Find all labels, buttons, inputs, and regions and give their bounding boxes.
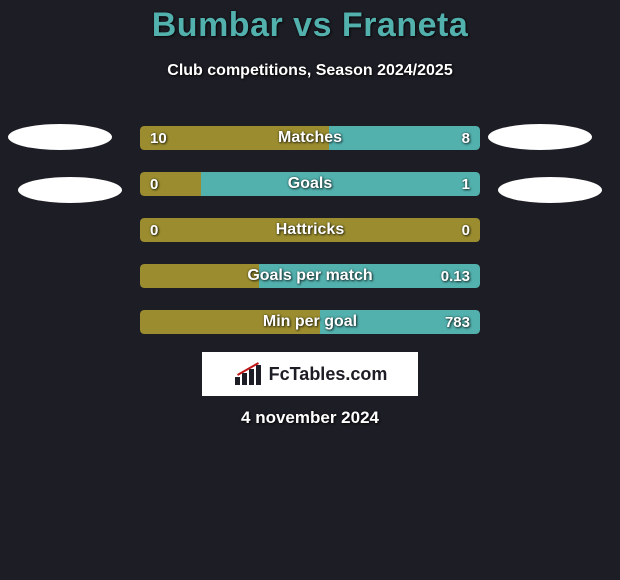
logo-box: FcTables.com xyxy=(202,352,418,396)
player-right-ellipse-1 xyxy=(488,124,592,150)
logo-text: FcTables.com xyxy=(269,364,388,385)
stat-bar: Matches10 8 xyxy=(140,126,480,150)
stat-bar-label: Goals xyxy=(140,172,480,196)
stat-bar: Goals per match0.13 xyxy=(140,264,480,288)
date-text: 4 november 2024 xyxy=(0,408,620,428)
player-left-ellipse-2 xyxy=(18,177,122,203)
stat-bar-value-left: 0 xyxy=(150,218,158,242)
player-right-ellipse-2 xyxy=(498,177,602,203)
title: Bumbar vs Franeta xyxy=(0,6,620,45)
stat-bar-value-right: 8 xyxy=(462,126,470,150)
stat-bar: Goals0 1 xyxy=(140,172,480,196)
stat-bar-label: Hattricks xyxy=(140,218,480,242)
player-left-ellipse-1 xyxy=(8,124,112,150)
subtitle: Club competitions, Season 2024/2025 xyxy=(0,62,620,80)
stat-bar-value-right: 0.13 xyxy=(441,264,470,288)
stat-bar: Hattricks0 0 xyxy=(140,218,480,242)
stat-bar-value-right: 1 xyxy=(462,172,470,196)
stat-bar-value-right: 783 xyxy=(445,310,470,334)
infographic-canvas: Bumbar vs Franeta Club competitions, Sea… xyxy=(0,0,620,580)
stat-bar-label: Goals per match xyxy=(140,264,480,288)
stat-bar-label: Min per goal xyxy=(140,310,480,334)
stat-bar-value-left: 10 xyxy=(150,126,167,150)
stat-bar: Min per goal783 xyxy=(140,310,480,334)
stat-bar-value-left: 0 xyxy=(150,172,158,196)
comparison-bars: Matches108Goals01Hattricks00Goals per ma… xyxy=(140,126,480,356)
stat-bar-label: Matches xyxy=(140,126,480,150)
logo-chart-icon xyxy=(233,361,263,387)
stat-bar-value-right: 0 xyxy=(462,218,470,242)
